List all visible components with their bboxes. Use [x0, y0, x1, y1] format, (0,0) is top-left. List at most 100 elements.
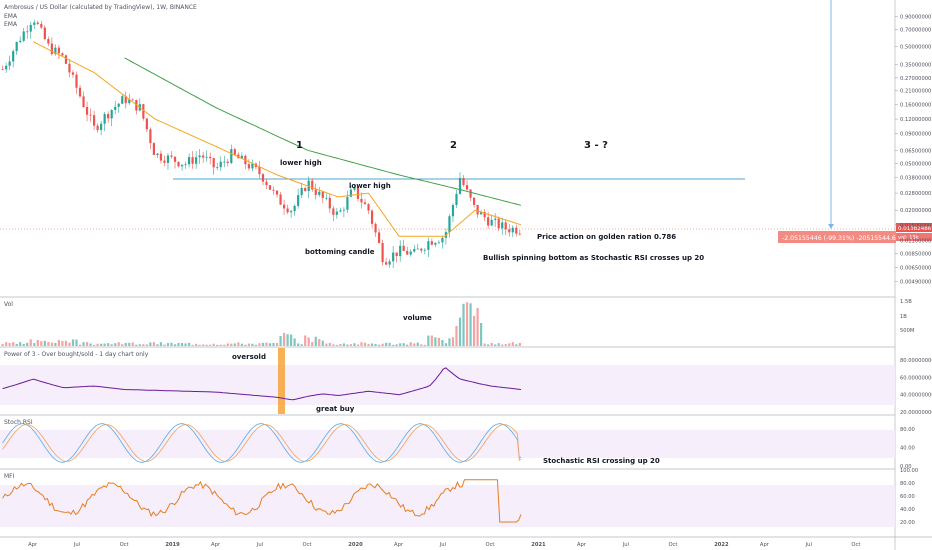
- volume-bar: [54, 342, 57, 346]
- volume-bar: [441, 339, 444, 346]
- volume-bar: [504, 344, 507, 346]
- volume-bar: [356, 344, 360, 346]
- price-tick-label: 0.27000000: [900, 76, 931, 82]
- candle-body: [353, 186, 356, 190]
- candle-body: [318, 191, 321, 195]
- annotation-1: 1: [296, 140, 303, 151]
- candle-body: [142, 104, 145, 119]
- time-tick-label: Oct: [303, 542, 312, 548]
- volume-bar: [138, 344, 141, 346]
- mfi-tick-label: 80.00: [900, 481, 915, 487]
- price-tick-label: 0.70000000: [900, 27, 931, 33]
- volume-bar: [328, 342, 331, 346]
- candle-body: [43, 27, 46, 40]
- candle-body: [360, 198, 363, 203]
- volume-bar: [268, 343, 272, 346]
- stoch-tick-label: 80.00: [900, 427, 915, 433]
- candle-body: [307, 180, 310, 191]
- volume-bar: [124, 342, 127, 346]
- price-tick-label: 0.06500000: [900, 148, 931, 154]
- candle-body: [240, 155, 243, 159]
- volume-bar: [261, 342, 265, 346]
- volume-bar: [8, 343, 11, 346]
- price-tick-label: 0.35000000: [900, 63, 931, 69]
- candle-body: [363, 202, 367, 205]
- candle-body: [103, 113, 106, 124]
- volume-bar: [321, 340, 324, 346]
- candle-body: [22, 31, 25, 41]
- candle-body: [427, 241, 430, 250]
- candle-body: [223, 161, 226, 163]
- candle-body: [33, 22, 36, 25]
- candle-body: [395, 252, 398, 257]
- time-axis: Apr Jul Oct 2019 Apr Jul Oct 2020 Apr Jul Oct 2021 A…: [28, 542, 860, 548]
- annotation-3: 3 - ?: [584, 140, 608, 151]
- great-buy-note: great buy: [316, 405, 355, 413]
- volume-bar: [156, 344, 159, 346]
- candle-body: [177, 161, 180, 167]
- time-tick-label: 2019: [165, 542, 180, 548]
- candle-body: [374, 223, 377, 233]
- volume-bar: [480, 322, 483, 346]
- candle-body: [332, 208, 335, 215]
- stoch-axis: 80.00 40.00 0.00: [900, 427, 915, 470]
- candle-body: [82, 96, 85, 107]
- volume-bar: [135, 344, 138, 346]
- time-tick-label: Jul: [73, 542, 80, 548]
- ema-label-2: EMA: [4, 21, 18, 28]
- volume-bar: [230, 343, 233, 346]
- candle-body: [121, 96, 124, 104]
- price-tick-label: 0.16000000: [900, 102, 931, 108]
- volume-bar: [209, 344, 212, 346]
- power-tick-label: 60.00000000: [900, 375, 932, 381]
- volume-axis: 1.5B 1B 500M: [900, 299, 914, 334]
- volume-bar: [409, 342, 412, 346]
- chart-title: Ambrosus / US Dollar (calculated by Trad…: [4, 4, 197, 11]
- price-tick-label: 0.02800000: [900, 191, 931, 197]
- mfi-tick-label: 100.00: [900, 468, 918, 474]
- volume-bar: [166, 343, 170, 346]
- price-tick-label: 0.09000000: [900, 132, 931, 138]
- candle-body: [110, 109, 113, 119]
- candle-body: [124, 96, 127, 104]
- volume-bar: [353, 343, 356, 346]
- candle-body: [494, 218, 497, 220]
- volume-bar: [47, 341, 50, 346]
- volume-bar: [191, 344, 194, 346]
- candle-body: [247, 164, 250, 169]
- candle-body: [251, 163, 254, 169]
- stoch-d-line: [2, 424, 522, 462]
- candle-body: [89, 114, 92, 116]
- bullish-note: Bullish spinning bottom as Stochastic RS…: [483, 254, 704, 262]
- volume-bar: [170, 342, 173, 346]
- candle-body: [430, 241, 433, 245]
- volume-bar: [22, 343, 25, 346]
- candle-body: [311, 180, 314, 190]
- price-tick-label: 0.00490000: [900, 280, 931, 286]
- volume-note: volume: [403, 314, 432, 322]
- candle-body: [8, 61, 11, 66]
- volume-bar: [26, 342, 29, 346]
- volume-bar: [117, 342, 120, 346]
- candle-body: [487, 217, 490, 226]
- candle-body: [170, 155, 173, 157]
- mfi-tick-label: 20.00: [900, 520, 915, 526]
- volume-bar: [406, 344, 409, 346]
- candle-body: [328, 197, 331, 209]
- mfi-tick-label: 60.00: [900, 494, 915, 500]
- volume-bar: [15, 343, 18, 346]
- power-tick-label: 40.00000000: [900, 393, 932, 399]
- candle-body: [290, 211, 293, 213]
- volume-bar: [385, 342, 388, 346]
- volume-bar: [103, 343, 106, 346]
- volume-bar: [205, 344, 208, 346]
- time-tick-label: Oct: [668, 542, 677, 548]
- candle-body: [504, 222, 507, 230]
- volume-bar: [290, 334, 293, 346]
- candle-body: [166, 155, 170, 163]
- candle-body: [282, 204, 286, 209]
- volume-bar: [314, 336, 317, 346]
- time-tick-label: Apr: [394, 542, 404, 548]
- volume-bar: [297, 343, 300, 346]
- mfi-band: [0, 485, 895, 527]
